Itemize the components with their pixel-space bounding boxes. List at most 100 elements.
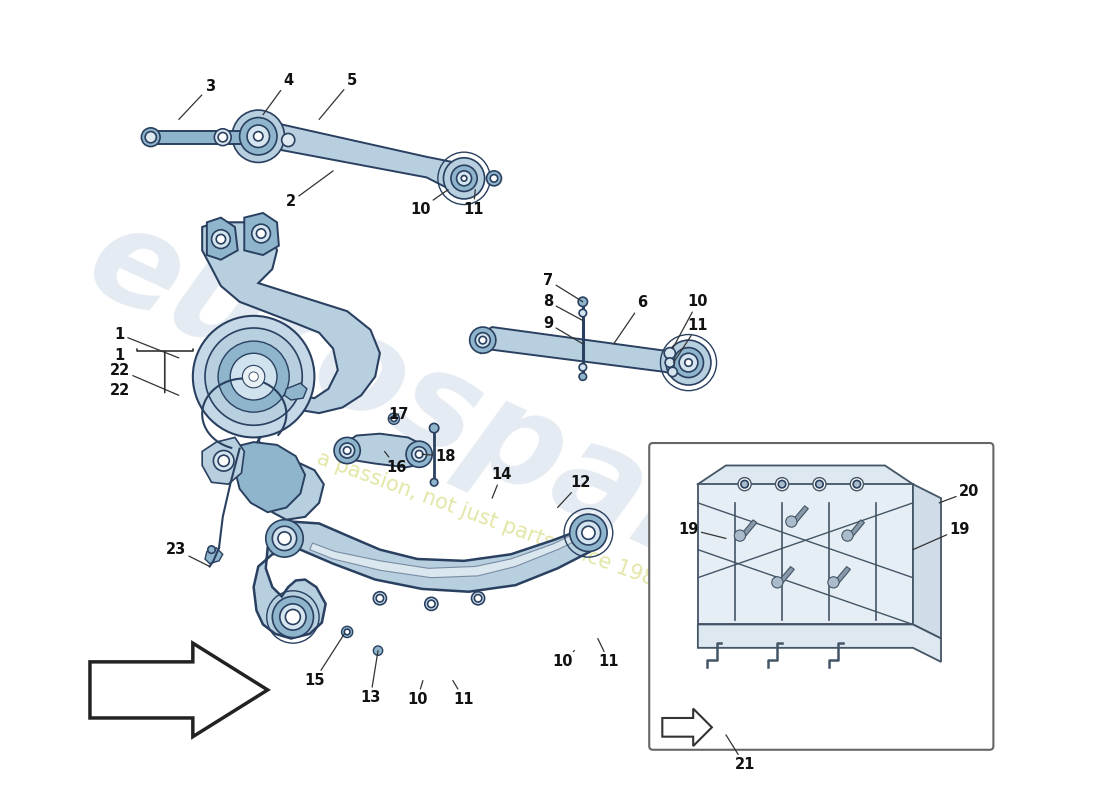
Text: 21: 21 xyxy=(726,735,755,772)
Circle shape xyxy=(334,438,360,463)
Circle shape xyxy=(779,481,785,488)
Polygon shape xyxy=(285,383,307,400)
Polygon shape xyxy=(697,484,913,625)
Circle shape xyxy=(217,234,226,244)
Polygon shape xyxy=(913,484,940,638)
Circle shape xyxy=(828,577,839,588)
Circle shape xyxy=(576,521,601,545)
Text: a passion, not just parts since 1985: a passion, not just parts since 1985 xyxy=(315,449,670,594)
Circle shape xyxy=(278,532,292,545)
Polygon shape xyxy=(847,520,865,538)
Text: 23: 23 xyxy=(166,542,210,566)
Circle shape xyxy=(242,366,265,388)
Text: 10: 10 xyxy=(407,681,428,706)
Circle shape xyxy=(240,118,277,155)
Circle shape xyxy=(813,478,826,490)
Circle shape xyxy=(192,316,315,438)
Polygon shape xyxy=(235,442,305,512)
Text: 12: 12 xyxy=(558,474,591,507)
Circle shape xyxy=(776,478,789,490)
Circle shape xyxy=(854,481,860,488)
Text: 11: 11 xyxy=(463,190,484,217)
Polygon shape xyxy=(207,218,238,260)
Text: 9: 9 xyxy=(543,316,583,344)
Polygon shape xyxy=(205,548,223,564)
Circle shape xyxy=(673,348,704,378)
Text: 6: 6 xyxy=(614,295,647,344)
Circle shape xyxy=(475,333,491,348)
Text: 11: 11 xyxy=(453,681,474,706)
Text: 3: 3 xyxy=(179,79,214,119)
Circle shape xyxy=(443,158,485,199)
Text: 22: 22 xyxy=(110,362,179,395)
Polygon shape xyxy=(791,506,808,524)
Polygon shape xyxy=(740,520,757,538)
Circle shape xyxy=(579,373,586,380)
Circle shape xyxy=(429,423,439,433)
Text: 19: 19 xyxy=(913,522,970,550)
Circle shape xyxy=(411,446,427,462)
Circle shape xyxy=(392,416,397,422)
Polygon shape xyxy=(662,709,712,746)
Text: 14: 14 xyxy=(492,467,512,498)
Circle shape xyxy=(582,526,595,539)
Circle shape xyxy=(248,125,270,147)
Circle shape xyxy=(341,626,353,638)
Circle shape xyxy=(478,337,486,344)
Text: 8: 8 xyxy=(543,294,583,321)
FancyBboxPatch shape xyxy=(649,443,993,750)
Circle shape xyxy=(285,610,300,625)
Circle shape xyxy=(373,592,386,605)
Circle shape xyxy=(668,367,678,377)
Circle shape xyxy=(738,478,751,490)
Circle shape xyxy=(425,598,438,610)
Circle shape xyxy=(273,526,297,550)
Circle shape xyxy=(211,230,230,249)
Polygon shape xyxy=(90,643,267,737)
Circle shape xyxy=(470,327,496,354)
Text: 17: 17 xyxy=(388,406,409,422)
Circle shape xyxy=(579,297,587,306)
Circle shape xyxy=(249,372,258,382)
Circle shape xyxy=(666,358,674,367)
Circle shape xyxy=(230,354,277,400)
Circle shape xyxy=(785,516,798,527)
Circle shape xyxy=(579,363,586,371)
Circle shape xyxy=(279,604,306,630)
Text: 2: 2 xyxy=(286,171,333,210)
Polygon shape xyxy=(697,625,940,662)
Text: 16: 16 xyxy=(385,451,407,475)
Polygon shape xyxy=(340,434,427,467)
Text: 11: 11 xyxy=(597,638,619,670)
Circle shape xyxy=(282,134,295,146)
Circle shape xyxy=(205,328,302,426)
Text: 7: 7 xyxy=(543,273,583,302)
Text: 11: 11 xyxy=(673,318,708,362)
Polygon shape xyxy=(151,130,254,144)
Polygon shape xyxy=(254,522,595,638)
Circle shape xyxy=(472,592,485,605)
Circle shape xyxy=(486,171,502,186)
Circle shape xyxy=(218,341,289,412)
Text: 4: 4 xyxy=(263,73,294,114)
Text: 1: 1 xyxy=(114,348,125,362)
Text: 20: 20 xyxy=(939,484,979,503)
Circle shape xyxy=(376,594,384,602)
Circle shape xyxy=(252,224,271,243)
Circle shape xyxy=(218,455,229,466)
Polygon shape xyxy=(475,327,691,376)
Polygon shape xyxy=(202,222,380,520)
Circle shape xyxy=(664,348,675,359)
Circle shape xyxy=(266,520,304,557)
Circle shape xyxy=(456,171,472,186)
Circle shape xyxy=(343,446,351,454)
Circle shape xyxy=(388,413,399,424)
Text: 13: 13 xyxy=(361,650,381,705)
Circle shape xyxy=(256,229,266,238)
Circle shape xyxy=(142,128,161,146)
Text: 18: 18 xyxy=(422,449,455,464)
Circle shape xyxy=(273,596,314,638)
Circle shape xyxy=(416,450,422,458)
Circle shape xyxy=(679,354,697,372)
Circle shape xyxy=(214,129,231,146)
